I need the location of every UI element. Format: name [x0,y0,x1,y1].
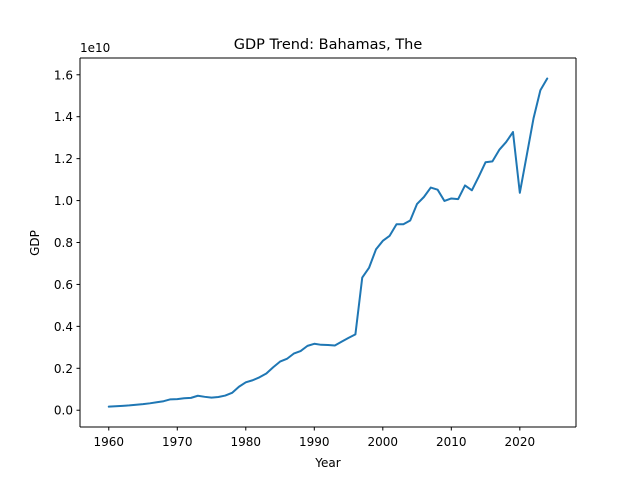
x-tick-label: 1980 [231,435,262,449]
axes-frame [79,57,577,428]
y-tick-label: 0.4 [54,320,73,334]
y-tick-label: 0.6 [54,278,73,292]
x-tick-label: 1970 [162,435,193,449]
y-axis-label: GDP [28,230,42,256]
chart-title: GDP Trend: Bahamas, The [234,37,423,53]
y-tick-label: 0.0 [54,404,73,418]
gdp-series-line [107,77,549,408]
y-tick-label: 1.6 [54,68,73,82]
x-tick-label: 1960 [94,435,125,449]
x-axis-label: Year [314,456,340,470]
y-tick-label: 1.4 [54,110,73,124]
y-tick-label: 0.2 [54,362,73,376]
x-axis-ticks: 1960 1970 1980 1990 2000 2010 2020 [94,427,536,449]
x-tick-label: 1990 [299,435,330,449]
y-offset-label: 1e10 [80,41,110,55]
y-tick-label: 1.2 [54,152,73,166]
x-tick-label: 2000 [368,435,399,449]
x-tick-label: 2020 [505,435,536,449]
y-tick-label: 0.8 [54,236,73,250]
x-tick-label: 2010 [436,435,467,449]
y-tick-label: 1.0 [54,194,73,208]
y-axis-ticks: 0.0 0.2 0.4 0.6 0.8 1.0 1.2 1.4 1.6 [54,68,80,418]
